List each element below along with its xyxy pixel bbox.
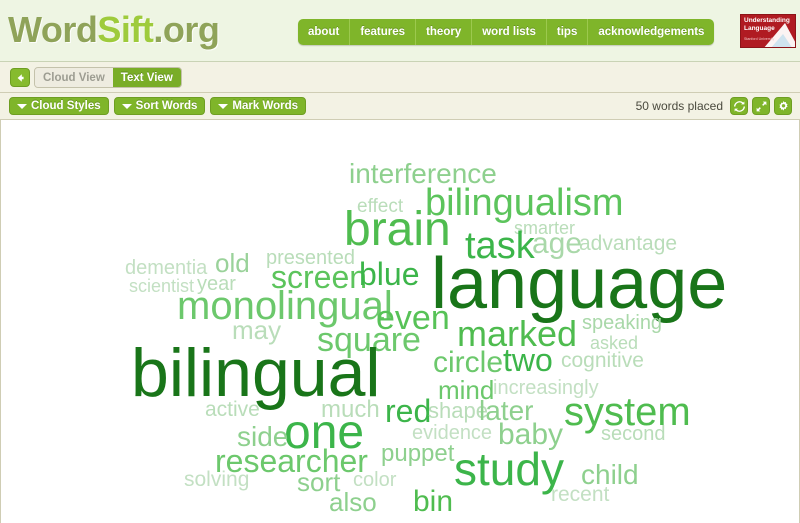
button-label: Sort Words xyxy=(135,100,198,112)
nav-item-theory[interactable]: theory xyxy=(416,19,473,45)
cloud-word[interactable]: cognitive xyxy=(561,349,644,372)
nav-label: acknowledgements xyxy=(598,26,705,38)
toolbar-right-group: 50 words placed xyxy=(636,97,792,115)
cloud-word[interactable]: color xyxy=(353,469,397,491)
settings-gear-icon[interactable] xyxy=(774,97,792,115)
cloud-word[interactable]: later xyxy=(479,395,534,426)
site-header: WordSift.org about features theory word … xyxy=(0,0,800,62)
nav-label: word lists xyxy=(482,26,536,38)
cloud-word[interactable]: marked xyxy=(457,313,578,354)
cloud-word[interactable]: language xyxy=(431,244,728,324)
cloud-word[interactable]: scientist xyxy=(129,276,195,296)
site-logo-wordsift[interactable]: WordSift.org xyxy=(8,9,220,51)
button-label: Cloud Styles xyxy=(31,100,101,112)
mountain-secondary-icon xyxy=(770,34,793,47)
view-bar: Cloud View Text View xyxy=(0,62,800,93)
brand-part-word: Word xyxy=(8,9,98,50)
partner-logo-subtitle: Stanford University xyxy=(744,37,775,41)
nav-item-word-lists[interactable]: word lists xyxy=(472,19,547,45)
words-placed-status: 50 words placed xyxy=(635,99,723,113)
cloud-word[interactable]: asked xyxy=(590,333,639,353)
cloud-word[interactable]: puppet xyxy=(381,440,455,467)
cloud-word[interactable]: presented xyxy=(266,247,355,269)
cloud-word[interactable]: child xyxy=(581,459,639,490)
cloud-word[interactable]: advantage xyxy=(579,232,678,255)
cloud-word[interactable]: task xyxy=(465,225,535,267)
cloud-word[interactable]: evidence xyxy=(412,422,493,444)
nav-label: theory xyxy=(426,26,462,38)
nav-label: about xyxy=(308,26,340,38)
cloud-word[interactable]: effect xyxy=(357,196,404,217)
cloud-word[interactable]: solving xyxy=(184,468,250,491)
view-tab-group: Cloud View Text View xyxy=(34,67,182,88)
chevron-down-icon xyxy=(121,103,132,109)
cloud-word[interactable]: baby xyxy=(498,418,564,451)
cloud-word[interactable]: two xyxy=(503,342,553,378)
cloud-word[interactable]: shape xyxy=(428,398,488,423)
cloud-word[interactable]: increasingly xyxy=(493,377,599,399)
partner-logo-title: Understanding Language xyxy=(744,17,790,32)
cloud-word[interactable]: side xyxy=(237,421,289,452)
nav-item-acknowledgements[interactable]: acknowledgements xyxy=(588,19,714,45)
brand-part-sift: Sift xyxy=(97,9,154,50)
cloud-word[interactable]: brain xyxy=(344,203,451,256)
cloud-word[interactable]: age xyxy=(532,227,583,260)
nav-item-tips[interactable]: tips xyxy=(547,19,589,45)
cloud-word[interactable]: bin xyxy=(413,485,454,518)
tab-cloud-view[interactable]: Cloud View xyxy=(35,68,113,87)
word-cloud-canvas[interactable]: interference effect bilingualism brain smart… xyxy=(0,120,800,523)
understanding-language-logo[interactable]: Understanding Language Stanford Universi… xyxy=(740,14,796,48)
cloud-word[interactable]: may xyxy=(232,315,282,345)
cloud-word[interactable]: recent xyxy=(551,483,610,506)
refresh-icon[interactable] xyxy=(730,97,748,115)
chevron-down-icon xyxy=(17,103,27,109)
cloud-word[interactable]: researcher xyxy=(215,443,368,479)
cloud-word[interactable]: dementia xyxy=(125,257,208,279)
nav-item-features[interactable]: features xyxy=(350,19,417,45)
cloud-word[interactable]: bilingualism xyxy=(425,182,624,224)
tab-label: Cloud View xyxy=(43,71,105,84)
cloud-word[interactable]: study xyxy=(454,443,564,495)
cloud-styles-button[interactable]: Cloud Styles xyxy=(9,97,109,115)
cloud-word[interactable]: interference xyxy=(349,158,497,189)
nav-item-about[interactable]: about xyxy=(298,19,351,45)
brand-part-org: .org xyxy=(153,9,220,50)
view-bar-controls: Cloud View Text View xyxy=(10,67,182,88)
cloud-word[interactable]: much xyxy=(321,396,380,423)
cloud-word[interactable]: blue xyxy=(359,256,420,292)
sort-words-button[interactable]: Sort Words xyxy=(113,97,206,115)
cloud-word[interactable]: old xyxy=(215,248,250,278)
cloud-word[interactable]: mind xyxy=(438,375,495,405)
cloud-word[interactable]: screen xyxy=(271,259,368,295)
back-arrow-icon[interactable] xyxy=(10,68,30,87)
cloud-word[interactable]: red xyxy=(385,393,432,429)
cloud-word[interactable]: even xyxy=(376,299,450,337)
cloud-word[interactable]: speaking xyxy=(582,312,663,334)
cloud-word[interactable]: monolingual xyxy=(177,284,393,328)
cloud-word[interactable]: smarter xyxy=(514,218,576,238)
toolbar-left-group: Cloud Styles Sort Words Mark Words xyxy=(9,97,307,115)
nav-label: features xyxy=(360,26,406,38)
cloud-word[interactable]: one xyxy=(284,406,365,459)
cloud-word[interactable]: sort xyxy=(297,467,341,497)
cloud-word[interactable]: also xyxy=(329,487,377,517)
cloud-word[interactable]: square xyxy=(317,321,421,359)
tab-label: Text View xyxy=(120,71,173,84)
main-navigation: about features theory word lists tips ac… xyxy=(298,19,715,45)
cloud-toolbar: Cloud Styles Sort Words Mark Words 50 wo… xyxy=(0,93,800,120)
cloud-word[interactable]: bilingual xyxy=(131,335,381,411)
tab-text-view[interactable]: Text View xyxy=(112,68,181,87)
cloud-word[interactable]: year xyxy=(197,273,236,295)
cloud-word[interactable]: second xyxy=(601,423,666,445)
mark-words-button[interactable]: Mark Words xyxy=(210,97,307,115)
nav-label: tips xyxy=(556,26,578,38)
button-label: Mark Words xyxy=(232,100,299,112)
cloud-word[interactable]: circle xyxy=(433,346,504,379)
expand-icon[interactable] xyxy=(752,97,770,115)
cloud-word[interactable]: system xyxy=(564,390,691,434)
chevron-down-icon xyxy=(218,103,229,109)
cloud-word[interactable]: active xyxy=(205,398,260,421)
